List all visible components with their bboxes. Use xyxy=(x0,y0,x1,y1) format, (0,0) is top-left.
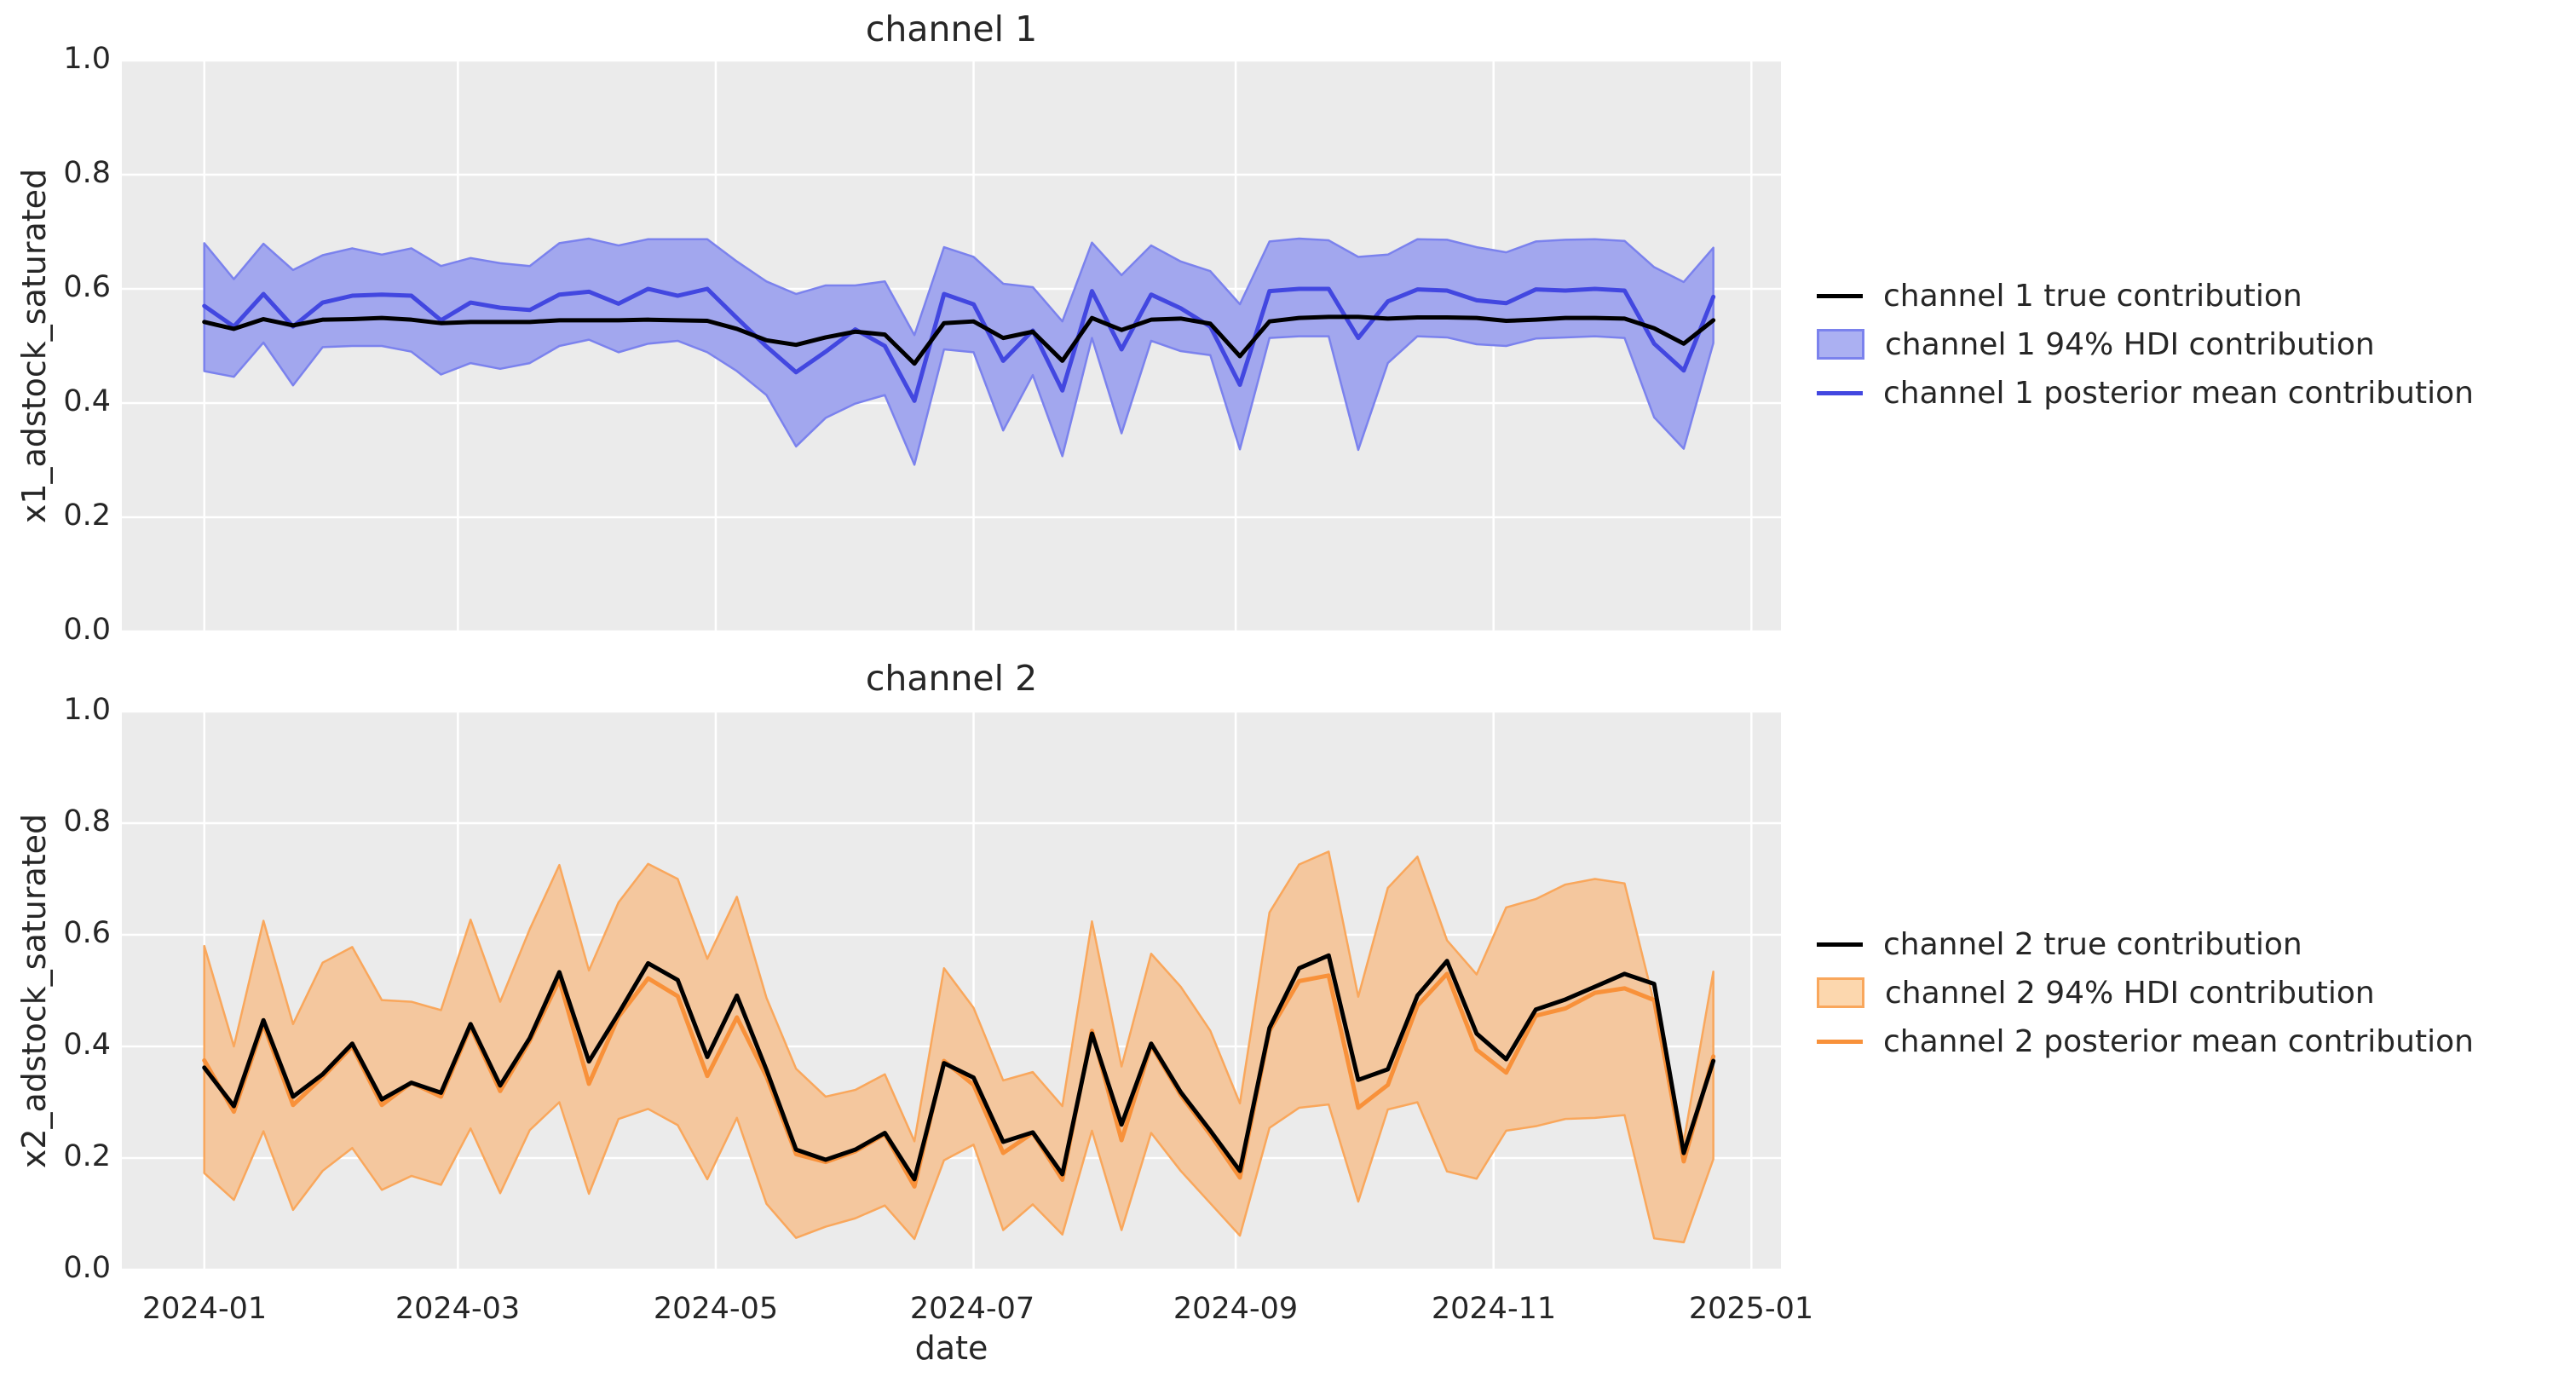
x-axis-tick: 2024-09 xyxy=(1173,1292,1299,1326)
y-axis-tick: 0.2 xyxy=(63,498,111,533)
posterior-mean-line-swatch-icon xyxy=(1817,390,1863,395)
y-axis-tick: 0.0 xyxy=(63,1251,111,1285)
true-line-swatch-icon xyxy=(1817,293,1863,298)
x-axis-tick: 2025-01 xyxy=(1688,1292,1814,1326)
x-axis-label: date xyxy=(914,1329,988,1367)
y-axis-tick: 1.0 xyxy=(63,693,111,727)
y-axis-tick: 0.6 xyxy=(63,270,111,304)
y-axis-tick: 0.8 xyxy=(63,156,111,190)
subplot2-y-axis-label: x2_adstock_saturated xyxy=(15,813,53,1169)
hdi-patch-swatch-icon xyxy=(1817,977,1864,1008)
y-axis-tick: 0.4 xyxy=(63,1028,111,1062)
x-axis-tick: 2024-01 xyxy=(141,1292,268,1326)
y-axis-tick: 1.0 xyxy=(63,42,111,76)
true-line-swatch-icon xyxy=(1817,942,1863,947)
legend-item: channel 1 posterior mean contribution xyxy=(1817,375,2474,411)
legend-label: channel 2 94% HDI contribution xyxy=(1885,975,2375,1011)
x-axis-tick: 2024-05 xyxy=(653,1292,779,1326)
hdi-patch-swatch-icon xyxy=(1817,329,1864,360)
x-axis-tick: 2024-03 xyxy=(395,1292,521,1326)
y-axis-tick: 0.4 xyxy=(63,384,111,418)
subplot1-y-axis-label: x1_adstock_saturated xyxy=(15,168,53,524)
legend-item: channel 1 94% HDI contribution xyxy=(1817,326,2375,362)
legend-item: channel 1 true contribution xyxy=(1817,278,2302,314)
y-axis-tick: 0.8 xyxy=(63,804,111,838)
y-axis-tick: 0.0 xyxy=(63,613,111,647)
y-axis-tick: 0.6 xyxy=(63,916,111,950)
legend-label: channel 2 posterior mean contribution xyxy=(1883,1023,2474,1059)
legend-item: channel 2 94% HDI contribution xyxy=(1817,975,2375,1011)
posterior-mean-line-swatch-icon xyxy=(1817,1039,1863,1044)
legend-item: channel 2 true contribution xyxy=(1817,926,2302,962)
legend-label: channel 1 posterior mean contribution xyxy=(1883,375,2474,411)
legend-label: channel 1 94% HDI contribution xyxy=(1885,326,2375,362)
legend-label: channel 2 true contribution xyxy=(1883,926,2302,962)
legend-item: channel 2 posterior mean contribution xyxy=(1817,1023,2474,1059)
x-axis-tick: 2024-11 xyxy=(1431,1292,1557,1326)
subplot2-title: channel 2 xyxy=(865,658,1038,699)
subplot1-title: channel 1 xyxy=(865,9,1038,49)
legend-label: channel 1 true contribution xyxy=(1883,278,2302,314)
x-axis-tick: 2024-07 xyxy=(909,1292,1035,1326)
y-axis-tick: 0.2 xyxy=(63,1139,111,1173)
